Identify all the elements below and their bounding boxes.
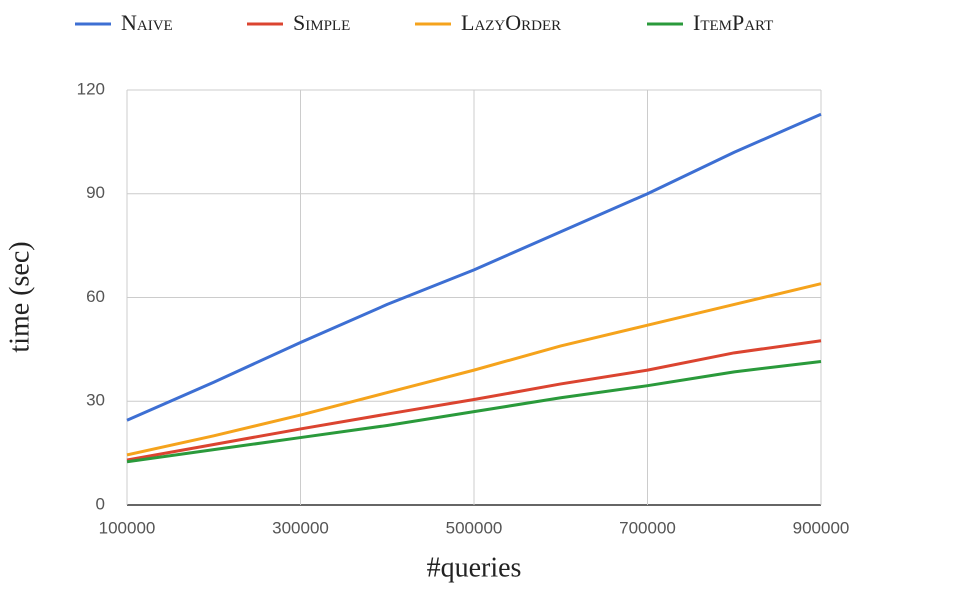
legend-label: Simple bbox=[293, 10, 350, 35]
y-tick-label: 120 bbox=[77, 79, 105, 98]
legend-label: Naive bbox=[121, 10, 173, 35]
y-tick-label: 30 bbox=[86, 391, 105, 410]
x-tick-label: 300000 bbox=[272, 518, 329, 537]
series-line bbox=[126, 339, 822, 462]
y-tick-label: 90 bbox=[86, 183, 105, 202]
y-tick-label: 60 bbox=[86, 287, 105, 306]
x-tick-label: 700000 bbox=[619, 518, 676, 537]
y-axis-title: time (sec) bbox=[4, 241, 35, 352]
x-tick-label: 900000 bbox=[793, 518, 850, 537]
x-axis-title: #queries bbox=[427, 552, 522, 583]
y-tick-label: 0 bbox=[96, 494, 105, 513]
legend-label: LazyOrder bbox=[461, 10, 561, 35]
x-tick-label: 100000 bbox=[99, 518, 156, 537]
legend-label: ItemPart bbox=[693, 10, 773, 35]
series-line bbox=[126, 359, 822, 464]
x-tick-label: 500000 bbox=[446, 518, 503, 537]
series-line bbox=[126, 282, 822, 457]
series-line bbox=[126, 112, 822, 422]
